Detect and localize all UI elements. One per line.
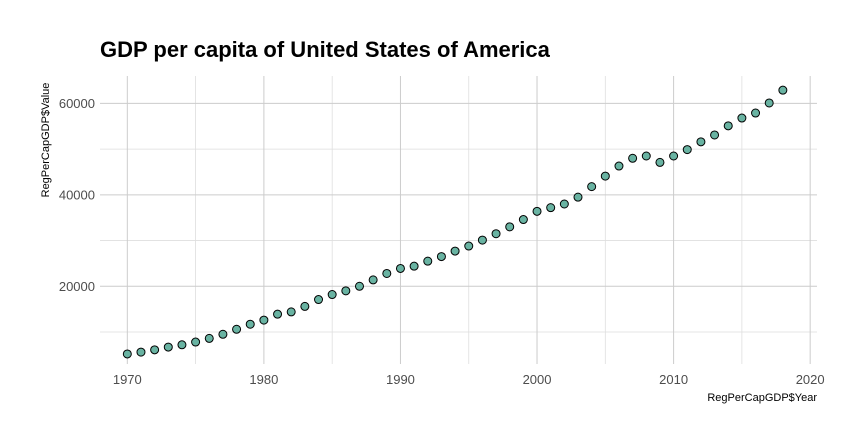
data-point [286,307,296,317]
data-point [218,329,228,339]
data-point [737,113,747,123]
data-point [191,337,201,347]
x-tick-label: 2020 [796,372,825,387]
y-axis-title: RegPerCapGDP$Value [40,83,52,198]
data-point [669,151,679,161]
y-tick-label: 40000 [59,187,95,202]
y-tick-label: 20000 [59,279,95,294]
data-point [655,157,665,167]
data-point [641,151,651,161]
data-point [614,161,624,171]
data-point [573,192,583,202]
data-point [751,108,761,118]
data-point [341,286,351,296]
data-point [136,347,146,357]
x-axis-ticks: 1970 1980 1990 2000 2010 2020 [113,372,825,387]
data-point [122,349,132,359]
data-points [122,85,788,359]
data-point [436,252,446,262]
chart-title: GDP per capita of United States of Ameri… [100,37,551,62]
data-point [423,256,433,266]
data-point [723,121,733,131]
data-point [314,295,324,305]
data-point [587,182,597,192]
data-point [764,98,774,108]
grid-lines [100,76,817,364]
data-point [546,203,556,213]
x-tick-label: 1970 [113,372,142,387]
data-point [696,137,706,147]
x-tick-label: 1990 [386,372,415,387]
data-point [628,153,638,163]
data-point [464,241,474,251]
data-point [259,315,269,325]
y-axis-ticks: 20000 40000 60000 [59,96,95,294]
data-point [245,319,255,329]
data-point [395,263,405,273]
data-point [682,145,692,155]
data-point [559,199,569,209]
data-point [177,340,187,350]
data-point [300,301,310,311]
y-tick-label: 60000 [59,96,95,111]
data-point [532,206,542,216]
data-point [150,345,160,355]
x-axis-title: RegPerCapGDP$Year [707,392,817,404]
data-point [778,85,788,95]
data-point [505,222,515,232]
data-point [382,268,392,278]
data-point [232,324,242,334]
data-point [710,130,720,140]
data-point [354,281,364,291]
data-point [450,246,460,256]
x-tick-label: 1980 [249,372,278,387]
x-tick-label: 2000 [523,372,552,387]
data-point [368,275,378,285]
data-point [409,261,419,271]
data-point [491,229,501,239]
data-point [600,171,610,181]
data-point [163,342,173,352]
data-point [273,309,283,319]
data-point [518,215,528,225]
x-tick-label: 2010 [659,372,688,387]
data-point [204,333,214,343]
data-point [327,290,337,300]
data-point [477,235,487,245]
